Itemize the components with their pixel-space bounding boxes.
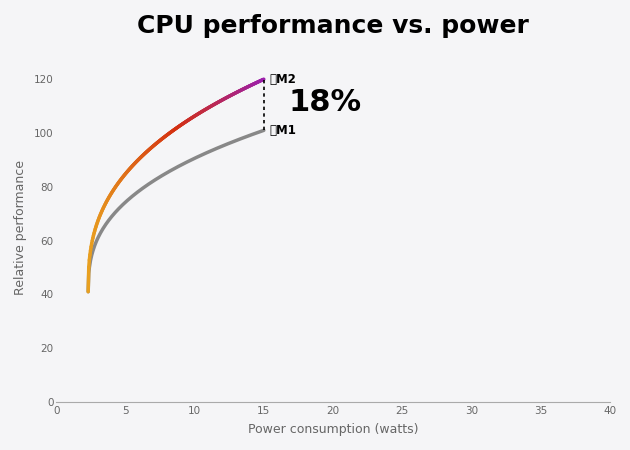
Text: 18%: 18% (289, 88, 362, 117)
Text: M1: M1 (270, 124, 296, 137)
X-axis label: Power consumption (watts): Power consumption (watts) (248, 423, 418, 436)
Text: M2: M2 (270, 73, 296, 86)
Title: CPU performance vs. power: CPU performance vs. power (137, 14, 529, 38)
Y-axis label: Relative performance: Relative performance (14, 160, 27, 295)
